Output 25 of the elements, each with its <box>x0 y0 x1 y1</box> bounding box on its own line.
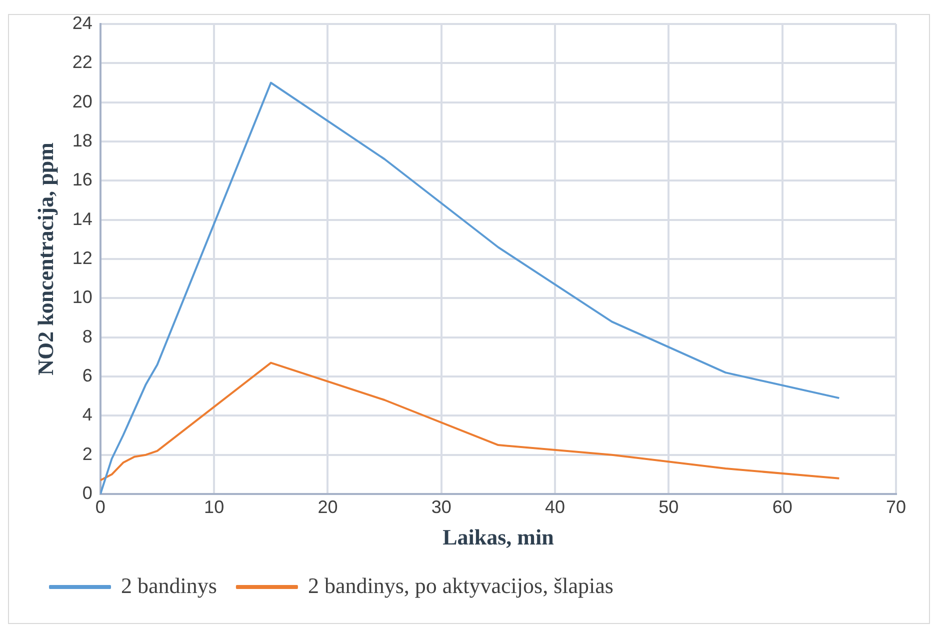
y-axis-title: NO2 koncentracija, ppm <box>32 142 58 376</box>
y-tick-label: 12 <box>72 248 92 268</box>
y-tick-label: 16 <box>72 170 92 190</box>
y-tick-label: 2 <box>82 444 92 464</box>
y-tick-label: 6 <box>82 365 92 386</box>
x-tick-label: 30 <box>431 496 452 517</box>
x-tick-label: 60 <box>772 496 792 517</box>
y-tick-label: 4 <box>82 404 92 425</box>
legend-label: 2 bandinys, po aktyvacijos, šlapias <box>308 572 614 598</box>
x-tick-label: 0 <box>95 496 106 517</box>
y-tick-label: 22 <box>72 52 92 72</box>
x-tick-label: 20 <box>318 496 338 517</box>
legend-label: 2 bandinys <box>121 572 217 598</box>
y-tick-label: 10 <box>72 287 92 308</box>
y-tick-label: 18 <box>72 130 92 150</box>
x-tick-label: 40 <box>545 496 566 517</box>
x-axis-title: Laikas, min <box>442 524 554 550</box>
y-tick-label: 0 <box>82 482 92 503</box>
y-tick-label: 20 <box>72 91 92 112</box>
y-tick-label: 8 <box>82 326 92 346</box>
y-tick-label: 24 <box>72 12 92 33</box>
y-tick-label: 14 <box>72 208 92 229</box>
x-tick-label: 70 <box>886 496 906 517</box>
x-tick-label: 50 <box>658 496 679 517</box>
x-tick-label: 10 <box>204 496 224 517</box>
